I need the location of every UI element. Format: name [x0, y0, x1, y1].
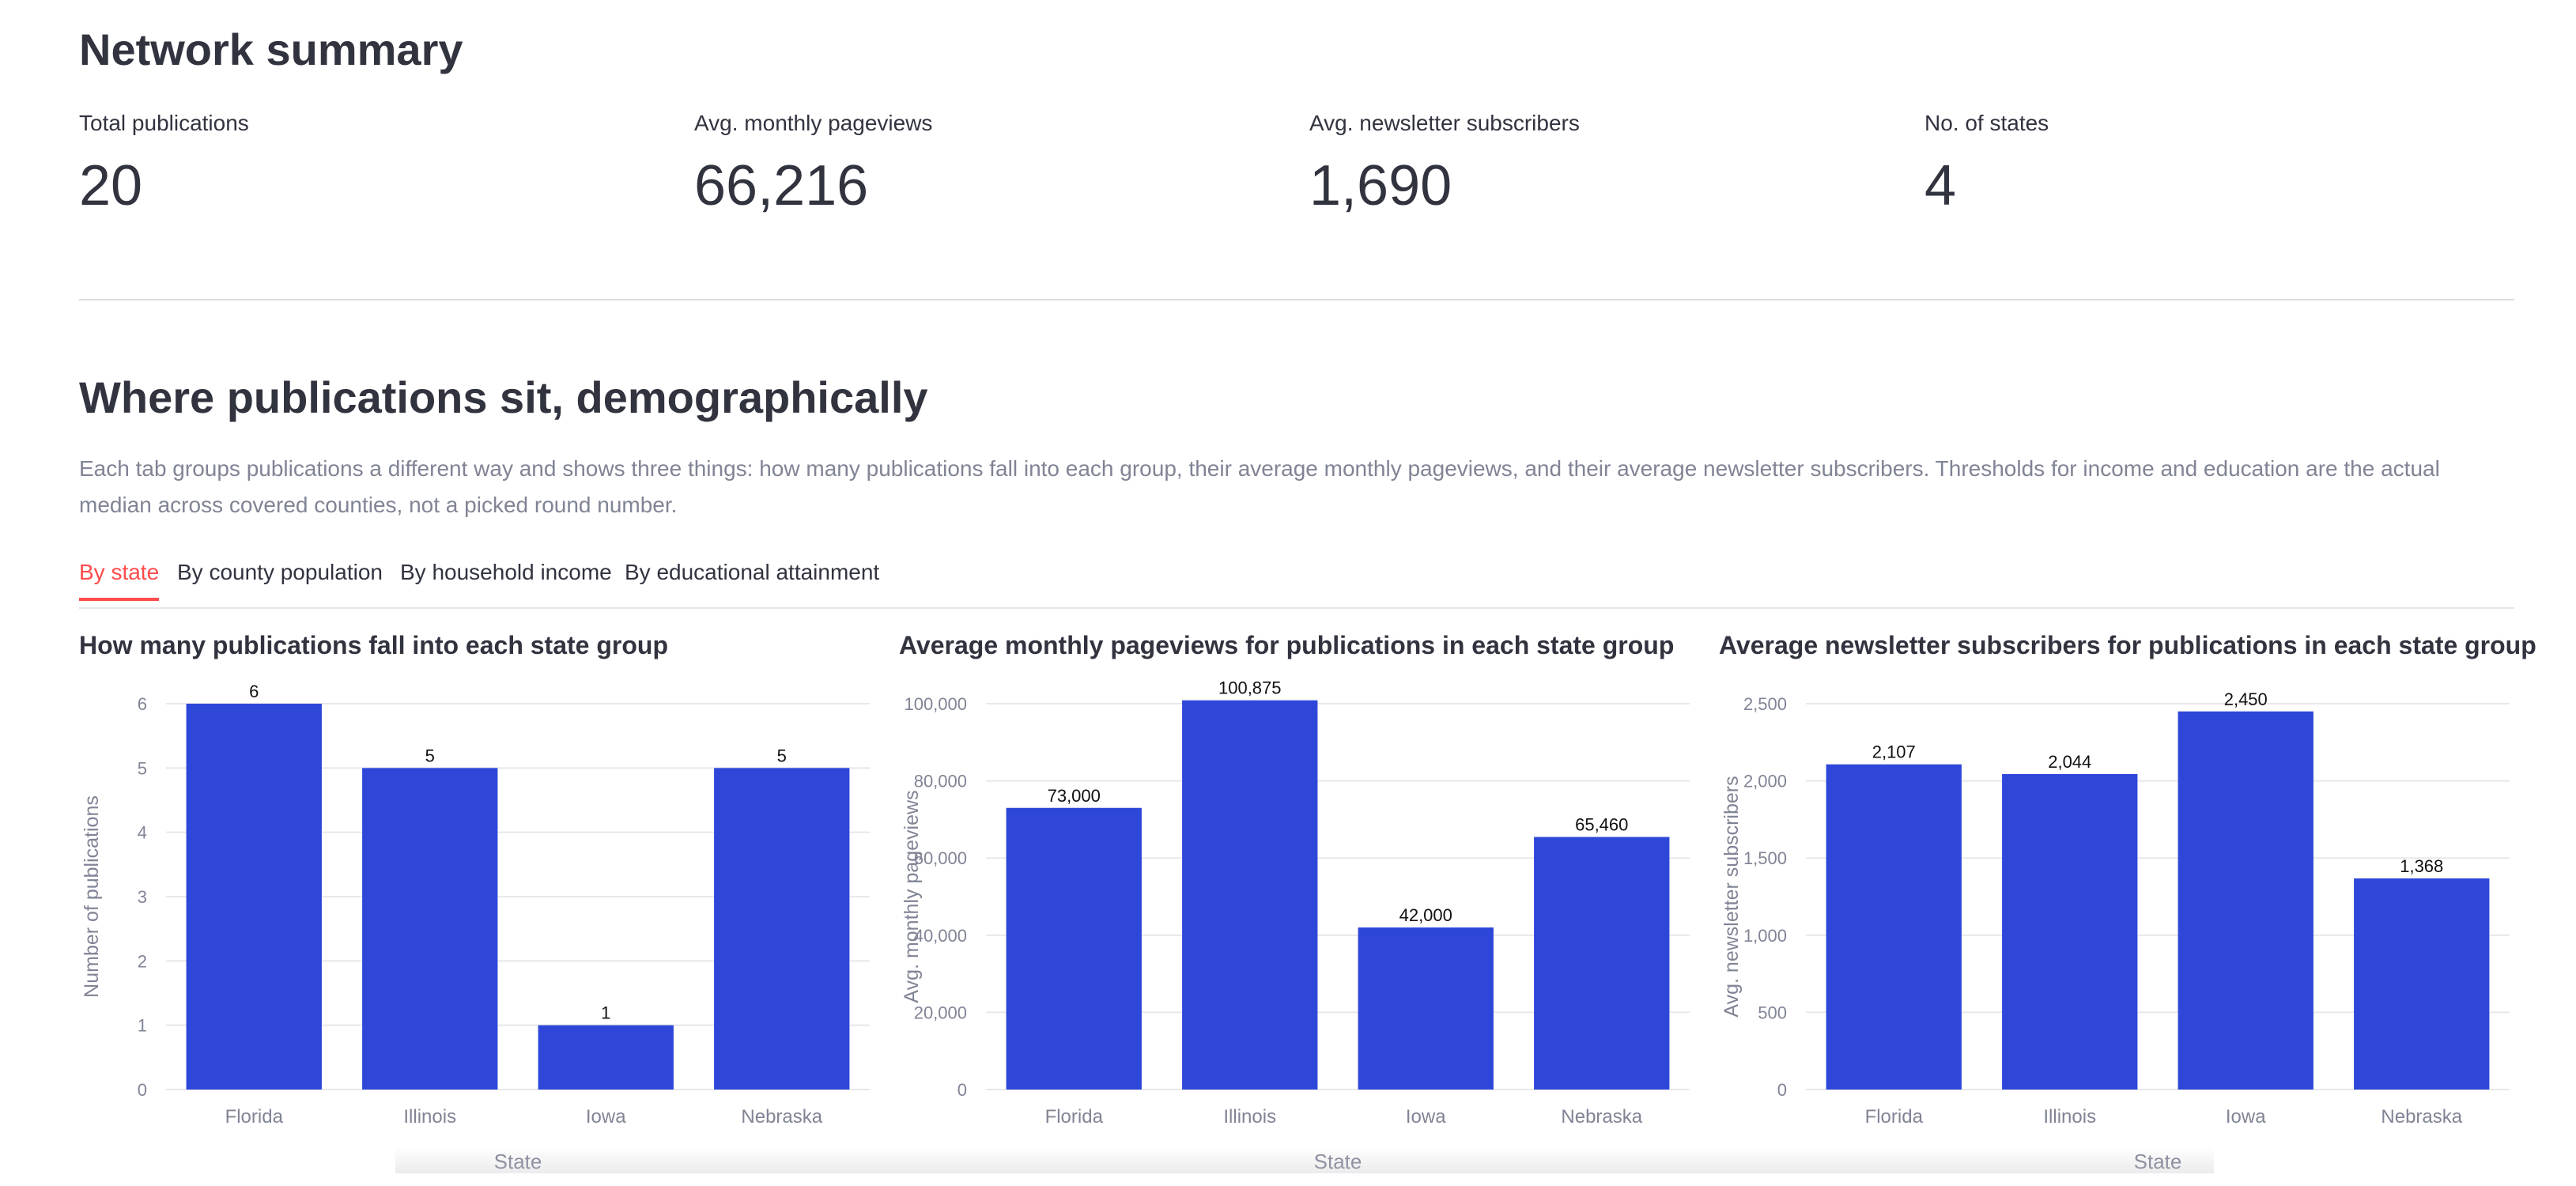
tab-by-educational-attainment[interactable]: By educational attainment — [625, 560, 880, 584]
y-tick-label: 1 — [138, 1016, 147, 1036]
bar-florida — [186, 704, 322, 1090]
y-tick-label: 1,500 — [1743, 848, 1787, 868]
bar-nebraska — [2354, 878, 2490, 1090]
data-label: 73,000 — [1048, 786, 1101, 806]
y-tick-label: 2,500 — [1743, 694, 1787, 714]
x-tick-label: Iowa — [2226, 1106, 2266, 1127]
tab-by-county-population[interactable]: By county population — [177, 560, 383, 584]
bar-chart-avg-pageviews: 0 20,000 40,000 60,000 80,000 100,000 73,000 Fl… — [901, 680, 1690, 1173]
x-tick-label: Nebraska — [741, 1106, 822, 1127]
x-tick-label: Illinois — [1223, 1106, 1276, 1127]
data-label: 5 — [777, 746, 787, 765]
y-tick-label: 6 — [138, 694, 147, 714]
data-label: 1 — [601, 1003, 610, 1023]
bar-chart-publication-count: 0 1 2 3 4 5 6 6 Florida 5 Illinois 1 Iowa 5 Nebraska St… — [81, 682, 870, 1173]
bar-illinois — [2002, 774, 2138, 1090]
y-tick-label: 5 — [138, 758, 147, 778]
metric-label: Avg. newsletter subscribers — [1309, 111, 1580, 135]
chart-title: How many publications fall into each sta… — [79, 631, 668, 659]
metric-avg-pageviews: Avg. monthly pageviews 66,216 — [694, 111, 1248, 218]
x-axis-title: State — [2134, 1150, 2182, 1173]
tab-bar: By state By county population By househo… — [79, 560, 2514, 609]
bar-chart-avg-subscribers: 0 500 1,000 1,500 2,000 2,500 2,107 Florida 2,04… — [1720, 689, 2510, 1173]
y-tick-label: 500 — [1758, 1003, 1787, 1022]
bar-iowa — [2178, 711, 2313, 1090]
y-tick-label: 20,000 — [914, 1003, 967, 1022]
metric-value: 20 — [79, 154, 143, 217]
section-title: Where publications sit, demographically — [79, 372, 928, 422]
y-tick-label: 1,000 — [1743, 926, 1787, 946]
chart-title: Average newsletter subscribers for publi… — [1719, 631, 2536, 659]
x-tick-label: Nebraska — [1561, 1106, 1642, 1127]
data-label: 2,044 — [2048, 752, 2091, 772]
y-axis-title: Avg. monthly pageviews — [901, 790, 923, 1003]
bar-nebraska — [1534, 837, 1670, 1090]
metric-label: No. of states — [1924, 111, 2049, 135]
section-description: Each tab groups publications a different… — [79, 456, 2440, 517]
metric-avg-subscribers: Avg. newsletter subscribers 1,690 — [1309, 111, 1863, 218]
metric-value: 66,216 — [694, 154, 869, 217]
y-tick-label: 3 — [138, 887, 147, 907]
bar-illinois — [362, 768, 498, 1090]
metric-label: Total publications — [79, 111, 249, 135]
y-tick-label: 60,000 — [914, 848, 967, 868]
page-title: Network summary — [79, 25, 463, 74]
data-label: 2,450 — [2224, 689, 2268, 709]
data-label: 65,460 — [1575, 815, 1628, 835]
y-tick-label: 0 — [1777, 1080, 1787, 1100]
x-tick-label: Iowa — [1406, 1106, 1446, 1127]
data-label: 1,368 — [2400, 856, 2443, 876]
data-label: 2,107 — [1872, 742, 1916, 762]
tab-by-state[interactable]: By state — [79, 560, 160, 601]
x-axis-title: State — [1314, 1150, 1362, 1173]
y-tick-label: 0 — [138, 1080, 147, 1100]
y-tick-label: 80,000 — [914, 772, 967, 791]
x-tick-label: Illinois — [2043, 1106, 2096, 1127]
data-label: 42,000 — [1399, 905, 1452, 925]
metric-value: 1,690 — [1309, 154, 1452, 217]
metric-total-publications: Total publications 20 — [79, 111, 633, 218]
data-label: 100,875 — [1218, 680, 1282, 698]
chart-title: Average monthly pageviews for publicatio… — [899, 631, 1675, 659]
metric-label: Avg. monthly pageviews — [694, 111, 933, 135]
y-tick-label: 2 — [138, 951, 147, 971]
bar-florida — [1006, 807, 1142, 1090]
x-tick-label: Iowa — [586, 1106, 626, 1127]
y-tick-label: 40,000 — [914, 926, 967, 946]
y-axis-title: Avg. newsletter subscribers — [1720, 776, 1743, 1017]
bar-illinois — [1182, 700, 1318, 1090]
y-tick-label: 0 — [958, 1080, 967, 1100]
metric-no-of-states: No. of states 4 — [1924, 111, 2478, 218]
bottom-fade — [395, 1146, 2214, 1173]
x-axis-title: State — [494, 1150, 542, 1173]
tab-by-household-income[interactable]: By household income — [400, 560, 612, 584]
bar-iowa — [538, 1025, 674, 1090]
x-tick-label: Florida — [1865, 1106, 1924, 1127]
bar-nebraska — [714, 768, 850, 1090]
bar-iowa — [1358, 927, 1494, 1090]
x-tick-label: Nebraska — [2381, 1106, 2462, 1127]
data-label: 6 — [249, 682, 259, 701]
x-tick-label: Florida — [1045, 1106, 1104, 1127]
y-tick-label: 100,000 — [904, 694, 967, 714]
data-label: 5 — [425, 746, 435, 765]
x-tick-label: Illinois — [403, 1106, 456, 1127]
metric-value: 4 — [1924, 154, 1957, 217]
y-tick-label: 2,000 — [1743, 772, 1787, 791]
y-axis-title: Number of publications — [81, 795, 103, 998]
y-tick-label: 4 — [138, 823, 147, 843]
bar-florida — [1826, 764, 1962, 1090]
x-tick-label: Florida — [225, 1106, 284, 1127]
section-divider — [79, 299, 2514, 300]
